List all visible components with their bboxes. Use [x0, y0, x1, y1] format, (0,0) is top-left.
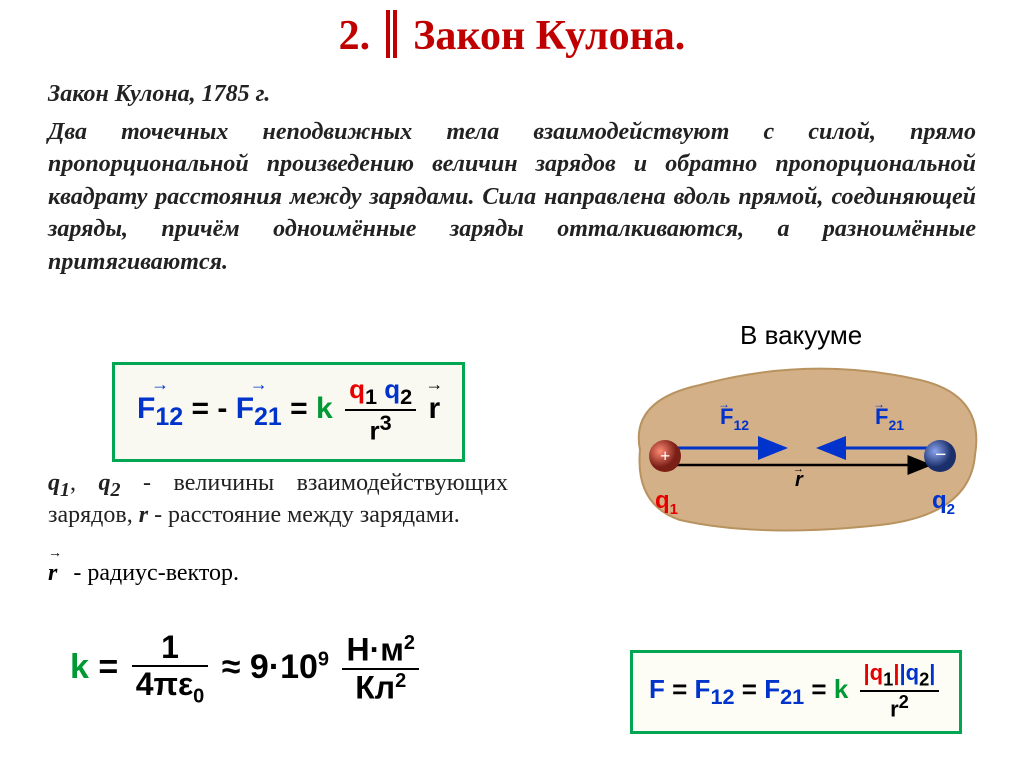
svg-text:+: + [660, 446, 670, 466]
mag-fraction: |q1||q2| r2 [860, 661, 940, 721]
F12-mag: F12 [695, 674, 735, 704]
r-vector: r [429, 392, 441, 426]
svg-text:→: → [873, 397, 885, 411]
f12-vector: F12 [137, 392, 183, 432]
subtitle: Закон Кулона, 1785 г. [48, 81, 1024, 108]
vacuum-label: В вакууме [740, 320, 862, 351]
k-value: ≈ 9·109 [222, 648, 329, 686]
F-mag: F [649, 674, 665, 704]
k-mag: k [834, 674, 848, 704]
k-units: Н·м2 Кл2 [342, 632, 419, 706]
title-text: Закон Кулона. [413, 13, 685, 59]
title-bars-icon [385, 10, 399, 69]
charges-description: q1, q2 - величины взаимодействующих заря… [48, 470, 508, 529]
k-constant-formula: k = 1 4πε0 ≈ 9·109 Н·м2 Кл2 [70, 630, 423, 708]
charge-fraction: q1 q2 r3 [345, 375, 416, 445]
page-title: 2. Закон Кулона. [0, 10, 1024, 69]
f21-vector: F21 [236, 392, 282, 432]
title-number: 2. [339, 13, 371, 59]
svg-text:→: → [793, 463, 804, 475]
k-coef: k [316, 392, 333, 425]
svg-text:−: − [935, 444, 946, 466]
k-symbol: k [70, 648, 89, 686]
magnitude-formula-box: F = F12 = F21 = k |q1||q2| r2 [630, 650, 962, 734]
F21-mag: F21 [764, 674, 804, 704]
charges-diagram: r → F12 → F21 → + − q1 q2 [610, 360, 990, 540]
svg-text:→: → [718, 397, 730, 411]
k-fraction: 1 4πε0 [132, 630, 209, 708]
diagram-svg: r → F12 → F21 → + − q1 q2 [610, 360, 990, 540]
radius-vector-description: r - радиус-вектор. [48, 560, 239, 587]
eq: = [290, 392, 308, 425]
vector-formula-box: F12 = - F21 = k q1 q2 r3 r [112, 362, 465, 462]
r-vector-symbol: r [48, 560, 57, 587]
eq-neg: = - [191, 392, 227, 425]
law-statement: Два точечных неподвижных тела взаимодейс… [48, 116, 976, 278]
